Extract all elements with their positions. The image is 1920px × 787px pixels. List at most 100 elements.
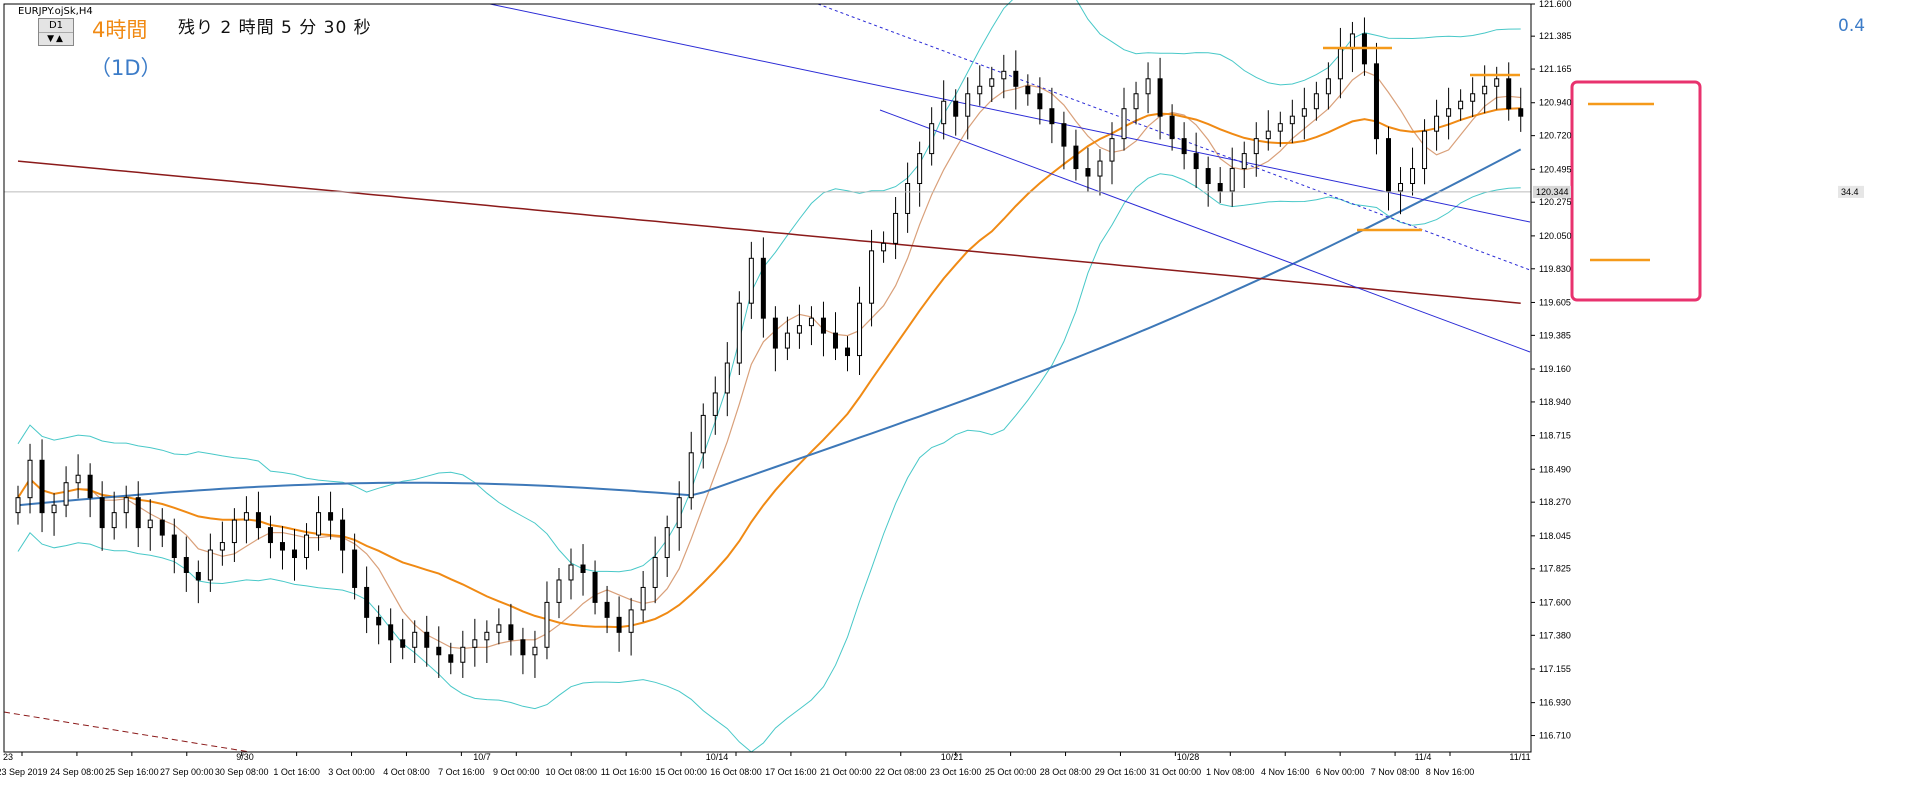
- candle-body: [1085, 168, 1091, 177]
- candle-body: [388, 624, 394, 641]
- y-tick-label: 119.385: [1539, 330, 1571, 340]
- y-tick-label: 118.940: [1539, 397, 1571, 407]
- candle-body: [316, 512, 322, 536]
- candle-body: [869, 250, 875, 304]
- y-tick-label: 118.270: [1539, 497, 1571, 507]
- candle-body: [1181, 138, 1187, 155]
- candle-body: [195, 571, 201, 581]
- price-marker-left: 34.4: [1841, 187, 1859, 197]
- candle-body: [207, 549, 213, 581]
- candle-body: [1229, 168, 1235, 192]
- candle-body: [1410, 168, 1416, 185]
- candlesticks: [15, 17, 1524, 678]
- candle-body: [328, 512, 334, 521]
- x-tick-label: 21 Oct 00:00: [820, 767, 872, 777]
- candle-body: [111, 512, 117, 529]
- candle-body: [748, 257, 754, 304]
- y-tick-label: 119.160: [1539, 364, 1571, 374]
- candle-body: [1482, 85, 1488, 95]
- candle-body: [604, 601, 610, 618]
- x-tick-label: 17 Oct 16:00: [765, 767, 817, 777]
- candle-body: [1121, 108, 1127, 140]
- candle-body: [712, 392, 718, 416]
- y-tick-label: 120.495: [1539, 164, 1572, 174]
- timeframe-subtitle: （1D）: [90, 56, 162, 80]
- x-tick-label: 11 Oct 16:00: [601, 767, 652, 777]
- candle-body: [1109, 138, 1115, 162]
- candle-body: [1013, 70, 1019, 87]
- candle-body: [1253, 138, 1259, 155]
- ma-mid-line: [17, 107, 1521, 629]
- candle-body: [159, 519, 165, 536]
- candle-body: [292, 549, 298, 559]
- candle-body: [953, 100, 959, 117]
- candle-body: [243, 512, 249, 521]
- candle-body: [508, 624, 514, 641]
- price-marker-left-bg: [1838, 185, 1864, 198]
- candle-body: [255, 512, 261, 529]
- ma-200-prev-line: [3, 711, 251, 753]
- period-marker-label: 11/11: [1509, 752, 1530, 762]
- y-tick-label: 120.720: [1539, 131, 1572, 141]
- channel-upper-line: [489, 3, 1531, 223]
- x-tick-label: 7 Nov 08:00: [1371, 767, 1420, 777]
- candle-body: [1373, 63, 1379, 140]
- x-tick-label: 27 Sep 00:00: [160, 767, 214, 777]
- candle-body: [1506, 78, 1512, 110]
- bollinger-lower: [17, 173, 1521, 753]
- candle-body: [724, 362, 730, 394]
- timeframe-button[interactable]: D1: [39, 19, 73, 33]
- x-tick-label: 15 Oct 00:00: [655, 767, 707, 777]
- candle-body: [183, 557, 189, 573]
- candle-body: [580, 564, 586, 573]
- period-marker-label: 10/28: [1177, 752, 1200, 762]
- candle-body: [1289, 115, 1295, 125]
- ma-long-line: [17, 148, 1522, 507]
- candle-body: [340, 519, 346, 551]
- candle-body: [1049, 108, 1055, 125]
- highlight-box: [1570, 80, 1702, 302]
- y-tick-label: 121.385: [1539, 31, 1572, 41]
- candle-body: [688, 452, 694, 499]
- candle-body: [917, 153, 923, 185]
- candle-body: [1001, 70, 1007, 80]
- candle-body: [1446, 108, 1452, 117]
- timeframe-arrows-icon[interactable]: ▼▲: [47, 34, 65, 44]
- x-tick-label: 8 Nov 16:00: [1426, 767, 1475, 777]
- candle-body: [147, 519, 153, 529]
- x-tick-label: 6 Nov 00:00: [1316, 767, 1365, 777]
- candle-body: [1073, 145, 1079, 170]
- level-markers: [1323, 46, 1702, 302]
- current-price-tag: 120.344: [1536, 187, 1569, 197]
- candle-body: [1385, 138, 1391, 192]
- candle-body: [75, 474, 81, 484]
- timeframe-switcher[interactable]: D1 ▼▲: [38, 18, 74, 46]
- candle-body: [820, 317, 826, 334]
- candle-body: [1349, 33, 1355, 50]
- candle-body: [51, 504, 57, 514]
- candle-body: [592, 571, 598, 603]
- candle-body: [1097, 160, 1103, 177]
- candle-body: [436, 646, 442, 656]
- candle-body: [1061, 123, 1067, 147]
- x-tick-label: 25 Sep 16:00: [105, 767, 159, 777]
- x-tick-label: 4 Nov 16:00: [1261, 767, 1310, 777]
- candle-body: [857, 302, 863, 357]
- y-tick-label: 117.825: [1539, 564, 1571, 574]
- symbol-label: EURJPY.ojSk,H4: [18, 6, 93, 17]
- candle-body: [376, 616, 382, 626]
- candle-body: [1422, 130, 1428, 170]
- candle-body: [845, 347, 851, 357]
- period-marker-label: 10/21: [941, 752, 964, 762]
- x-tick-label: 30 Sep 08:00: [215, 767, 269, 777]
- axes: 121.600 121.385 121.165 120.940 120.720 120.4…: [0, 0, 1572, 777]
- candle-body: [424, 631, 430, 648]
- candle-body: [1313, 93, 1319, 110]
- x-tick-label: 25 Oct 00:00: [985, 767, 1037, 777]
- candle-body: [628, 609, 634, 633]
- candle-body: [881, 242, 887, 252]
- x-tick-label: 24 Sep 08:00: [50, 767, 104, 777]
- bar-countdown: 残り 2 時間 5 分 30 秒: [178, 18, 372, 38]
- candle-body: [1265, 130, 1271, 140]
